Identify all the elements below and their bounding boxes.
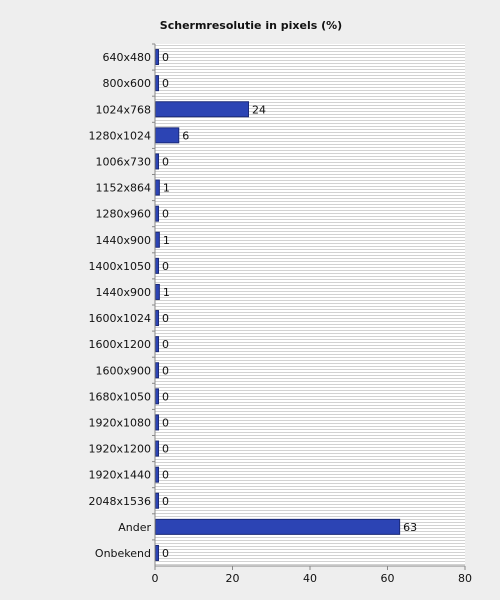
category-label-8: 1400x1050 bbox=[89, 260, 152, 273]
value-label-3: 6 bbox=[182, 129, 189, 142]
bar-4 bbox=[155, 153, 159, 170]
category-label-6: 1280x960 bbox=[96, 208, 152, 221]
value-label-13: 0 bbox=[162, 390, 169, 403]
bar-10 bbox=[155, 310, 159, 327]
value-label-11: 0 bbox=[162, 338, 169, 351]
value-label-19: 0 bbox=[162, 547, 169, 560]
bar-19 bbox=[155, 544, 159, 561]
value-label-0: 0 bbox=[162, 51, 169, 64]
bar-5 bbox=[155, 179, 160, 196]
chart-title: Schermresolutie in pixels (%) bbox=[160, 19, 342, 32]
category-label-3: 1280x1024 bbox=[89, 129, 152, 142]
value-label-2: 24 bbox=[252, 103, 266, 116]
value-label-10: 0 bbox=[162, 312, 169, 325]
category-label-15: 1920x1200 bbox=[89, 443, 152, 456]
bar-9 bbox=[155, 283, 160, 300]
category-label-12: 1600x900 bbox=[96, 364, 152, 377]
category-label-18: Ander bbox=[118, 521, 151, 534]
bar-14 bbox=[155, 414, 159, 431]
bar-13 bbox=[155, 388, 159, 405]
category-label-19: Onbekend bbox=[95, 547, 151, 560]
bar-2 bbox=[155, 101, 249, 118]
value-label-4: 0 bbox=[162, 155, 169, 168]
category-label-1: 800x600 bbox=[102, 77, 151, 90]
category-label-2: 1024x768 bbox=[96, 103, 152, 116]
value-label-18: 63 bbox=[403, 521, 417, 534]
x-tick-label-4: 80 bbox=[458, 572, 472, 585]
x-tick-label-3: 60 bbox=[381, 572, 395, 585]
category-label-4: 1006x730 bbox=[96, 155, 152, 168]
bar-7 bbox=[155, 231, 160, 248]
bar-6 bbox=[155, 205, 159, 222]
value-label-8: 0 bbox=[162, 260, 169, 273]
category-label-9: 1440x900 bbox=[96, 286, 152, 299]
value-label-6: 0 bbox=[162, 208, 169, 221]
value-label-9: 1 bbox=[163, 286, 170, 299]
category-label-11: 1600x1200 bbox=[89, 338, 152, 351]
value-label-1: 0 bbox=[162, 77, 169, 90]
bar-1 bbox=[155, 75, 159, 92]
bar-16 bbox=[155, 466, 159, 483]
value-label-5: 1 bbox=[163, 182, 170, 195]
bar-15 bbox=[155, 440, 159, 457]
bar-11 bbox=[155, 336, 159, 353]
bars bbox=[155, 49, 401, 561]
category-label-13: 1680x1050 bbox=[89, 390, 152, 403]
plot-area bbox=[155, 44, 465, 566]
value-label-17: 0 bbox=[162, 495, 169, 508]
bar-12 bbox=[155, 362, 159, 379]
category-label-10: 1600x1024 bbox=[89, 312, 152, 325]
value-label-16: 0 bbox=[162, 469, 169, 482]
x-tick-label-1: 20 bbox=[226, 572, 240, 585]
category-label-7: 1440x900 bbox=[96, 234, 152, 247]
bar-17 bbox=[155, 492, 159, 509]
category-label-17: 2048x1536 bbox=[89, 495, 152, 508]
value-label-14: 0 bbox=[162, 416, 169, 429]
axes bbox=[152, 43, 466, 570]
bar-0 bbox=[155, 49, 159, 66]
category-label-5: 1152x864 bbox=[96, 182, 152, 195]
category-label-14: 1920x1080 bbox=[89, 416, 152, 429]
x-tick-label-2: 40 bbox=[303, 572, 317, 585]
value-label-15: 0 bbox=[162, 443, 169, 456]
category-label-0: 640x480 bbox=[102, 51, 151, 64]
category-label-16: 1920x1440 bbox=[89, 469, 152, 482]
bar-3 bbox=[155, 127, 180, 144]
grid-lines bbox=[155, 45, 465, 565]
bar-8 bbox=[155, 257, 159, 274]
bar-18 bbox=[155, 518, 401, 535]
x-tick-label-0: 0 bbox=[152, 572, 159, 585]
value-label-12: 0 bbox=[162, 364, 169, 377]
value-label-7: 1 bbox=[163, 234, 170, 247]
